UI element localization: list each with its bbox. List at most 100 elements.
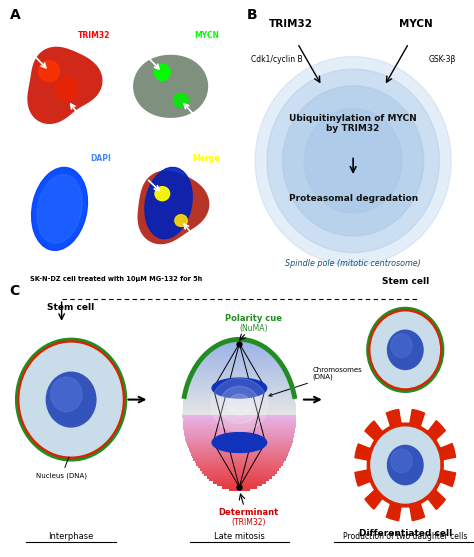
Text: MYCN: MYCN — [399, 19, 432, 29]
Ellipse shape — [388, 446, 423, 485]
Bar — [184, 395, 294, 398]
Ellipse shape — [211, 378, 268, 432]
Text: GSK-3β: GSK-3β — [428, 55, 456, 63]
Ellipse shape — [228, 394, 251, 416]
Ellipse shape — [39, 61, 60, 82]
Polygon shape — [355, 409, 456, 521]
Bar — [198, 362, 281, 365]
Ellipse shape — [174, 94, 188, 108]
Ellipse shape — [20, 343, 122, 456]
Ellipse shape — [219, 386, 259, 423]
Bar — [185, 393, 294, 395]
Bar — [186, 388, 292, 390]
Bar — [202, 357, 277, 360]
Bar — [187, 385, 292, 388]
Text: (TRIM32): (TRIM32) — [232, 518, 266, 527]
Ellipse shape — [155, 64, 170, 81]
Text: B: B — [246, 8, 257, 22]
Ellipse shape — [369, 310, 442, 390]
Ellipse shape — [18, 341, 124, 458]
Bar — [187, 443, 292, 446]
Bar — [191, 453, 288, 456]
Text: Proteasomal degradation: Proteasomal degradation — [289, 194, 418, 203]
Bar — [188, 383, 291, 385]
Text: A: A — [9, 8, 20, 22]
Bar — [183, 426, 296, 428]
Text: Determinant: Determinant — [219, 507, 279, 517]
Ellipse shape — [255, 57, 451, 265]
Bar — [192, 372, 287, 375]
Bar — [184, 433, 294, 436]
Ellipse shape — [175, 214, 187, 226]
Ellipse shape — [391, 449, 412, 473]
Ellipse shape — [212, 378, 267, 398]
Text: DAPI: DAPI — [90, 154, 110, 163]
Text: Interphase: Interphase — [48, 532, 94, 541]
Bar — [207, 352, 272, 355]
Bar — [182, 418, 296, 421]
Text: SK-N-DZ cell treated with 10μM MG-132 for 5h: SK-N-DZ cell treated with 10μM MG-132 fo… — [30, 276, 202, 282]
Text: MYCN: MYCN — [195, 31, 219, 40]
Bar — [189, 448, 290, 451]
Text: Late mitosis: Late mitosis — [214, 532, 265, 541]
Bar — [185, 390, 293, 393]
Bar — [229, 339, 250, 342]
Ellipse shape — [391, 334, 412, 358]
Ellipse shape — [37, 174, 82, 243]
Bar — [217, 483, 262, 486]
Text: Production of two daughter cells: Production of two daughter cells — [343, 532, 467, 541]
Bar — [222, 342, 257, 344]
Bar — [190, 377, 289, 380]
Bar — [193, 458, 285, 461]
Ellipse shape — [371, 312, 439, 388]
Bar — [189, 380, 290, 383]
Bar — [210, 478, 269, 481]
Ellipse shape — [16, 338, 127, 461]
Ellipse shape — [371, 427, 440, 503]
Text: Differentiated cell: Differentiated cell — [359, 529, 452, 538]
Bar — [182, 416, 296, 418]
Text: Cdk1/cyclin B: Cdk1/cyclin B — [251, 55, 302, 63]
Ellipse shape — [32, 168, 88, 250]
Text: Chromosomes
(DNA): Chromosomes (DNA) — [269, 367, 363, 396]
Bar — [207, 476, 272, 478]
Bar — [195, 367, 284, 370]
Text: TRIM32: TRIM32 — [269, 19, 313, 29]
Ellipse shape — [367, 307, 444, 392]
Bar — [191, 375, 288, 377]
Bar — [202, 471, 277, 473]
Text: Ubiquitinylation of MYCN
by TRIM32: Ubiquitinylation of MYCN by TRIM32 — [289, 114, 417, 133]
Bar — [196, 365, 283, 367]
Bar — [213, 347, 266, 349]
Bar — [190, 451, 289, 453]
Bar — [185, 438, 293, 441]
Bar — [213, 481, 266, 483]
Bar — [184, 398, 295, 400]
Bar — [183, 400, 295, 403]
Bar — [182, 413, 296, 416]
PathPatch shape — [27, 47, 102, 124]
Text: Spindle pole (mitotic centrosome): Spindle pole (mitotic centrosome) — [285, 259, 421, 268]
Bar — [200, 468, 279, 471]
Text: Nucleus (DNA): Nucleus (DNA) — [36, 429, 87, 480]
Ellipse shape — [267, 69, 439, 253]
Ellipse shape — [55, 77, 78, 100]
Ellipse shape — [145, 167, 192, 239]
Bar — [229, 488, 250, 491]
Bar — [204, 355, 275, 357]
Ellipse shape — [388, 330, 423, 369]
Bar — [222, 486, 257, 488]
Text: Polarity cue: Polarity cue — [225, 314, 282, 323]
Bar — [217, 344, 262, 347]
Bar — [185, 436, 294, 438]
Bar — [204, 473, 275, 476]
Ellipse shape — [46, 372, 96, 427]
Text: TRIM32: TRIM32 — [78, 31, 110, 40]
Bar — [192, 456, 287, 458]
Text: C: C — [9, 284, 20, 298]
Bar — [182, 411, 296, 413]
Bar — [188, 446, 291, 448]
Bar — [186, 441, 292, 443]
Bar — [210, 349, 269, 352]
Bar — [183, 403, 296, 405]
